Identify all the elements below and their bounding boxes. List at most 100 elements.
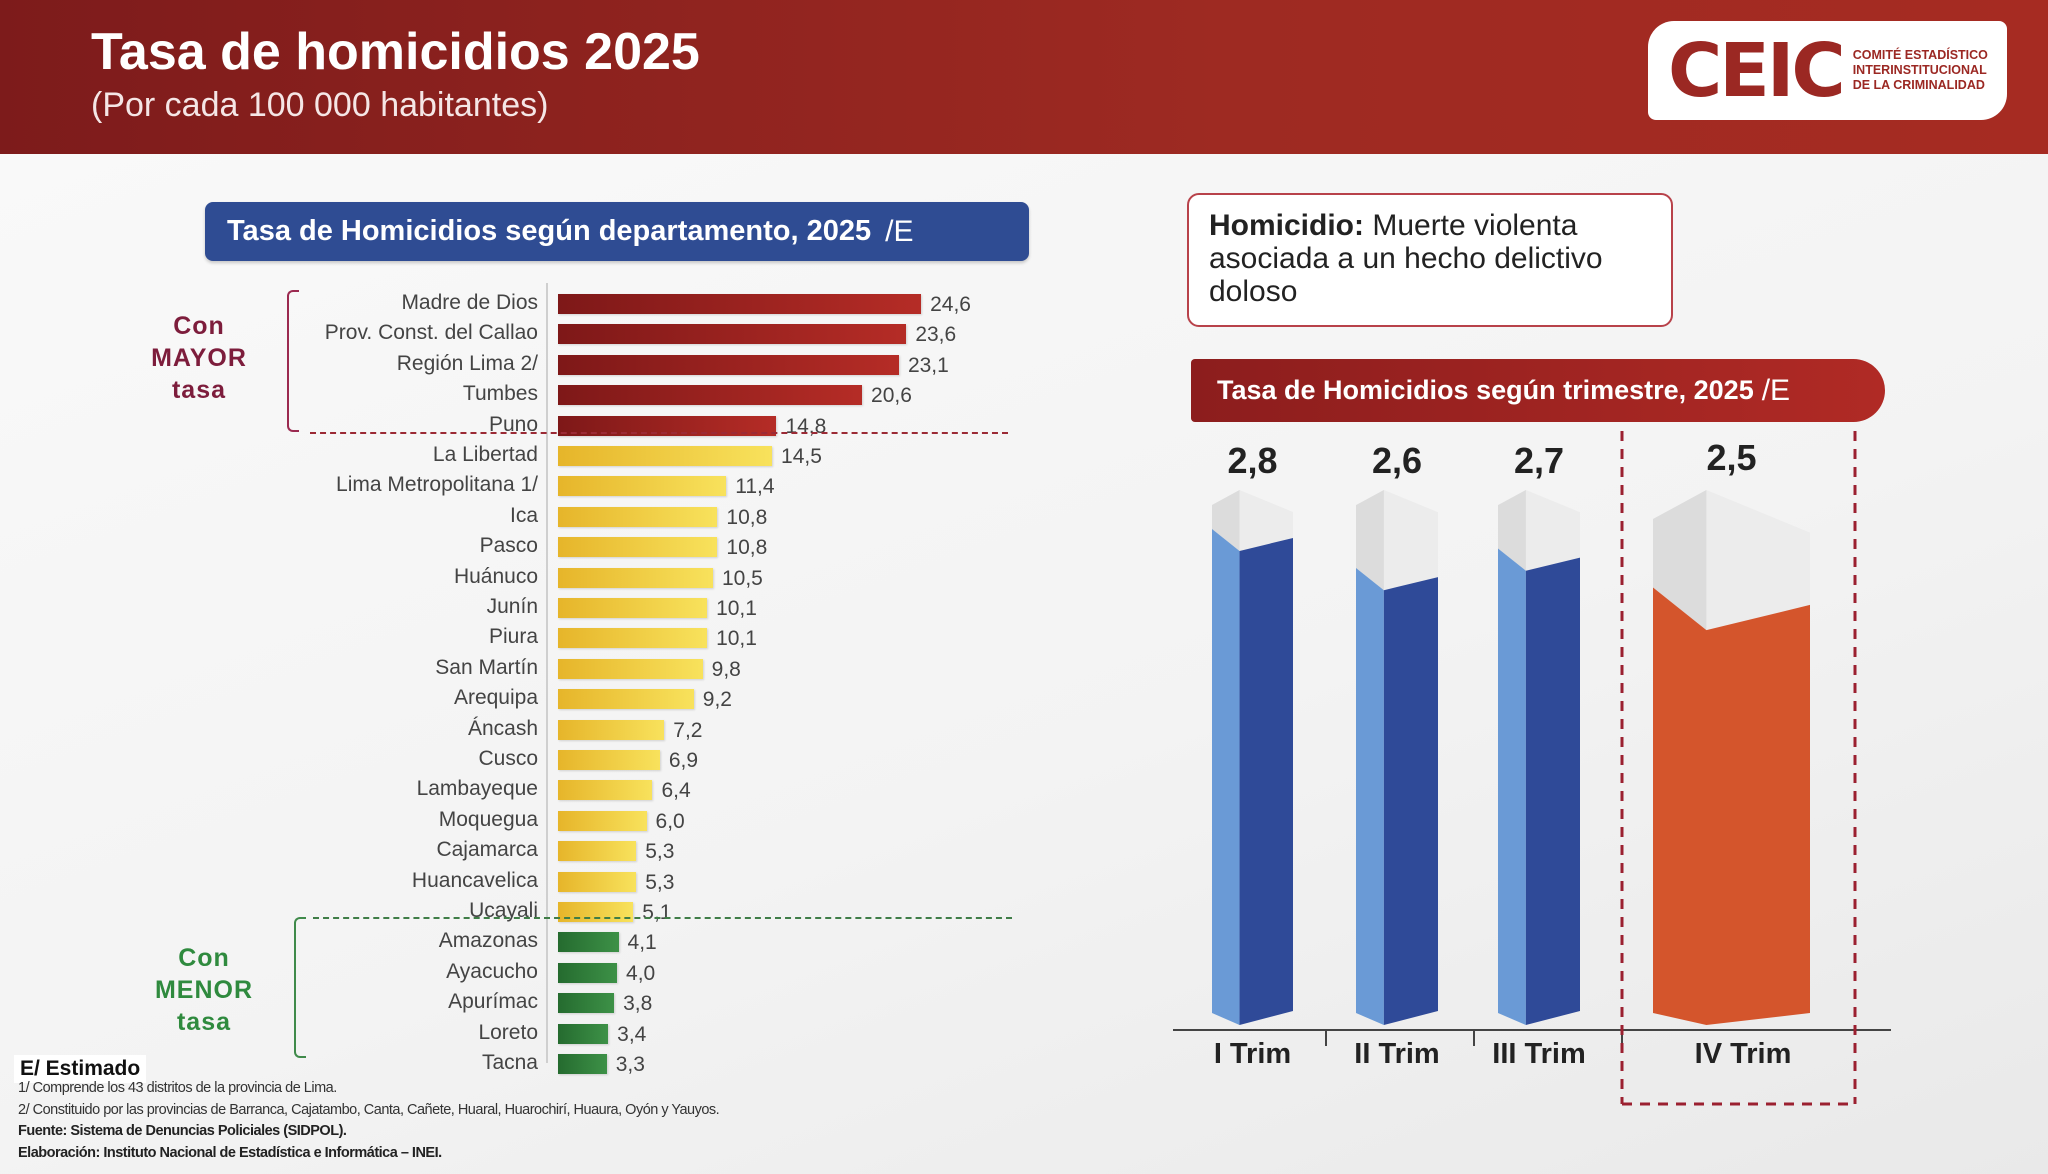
category-label: Huancavelica (411, 868, 538, 892)
category-label: Amazonas (438, 929, 538, 953)
bar-fill-dark-2 (1525, 557, 1580, 1025)
bar-ayacucho (558, 962, 618, 983)
bar-prov-const-del-callao (558, 324, 907, 345)
category-label: Huánuco (453, 564, 538, 588)
chart-title-text: Tasa de Homicidios según departamento, 2… (227, 215, 872, 247)
category-label: Loreto (478, 1020, 538, 1044)
value-label: 11,4 (735, 475, 775, 499)
bar-cajamarca (558, 841, 637, 862)
category-label: Tumbes (462, 382, 538, 406)
category-label: Tacna (481, 1051, 538, 1074)
high-group-label: Con MAYOR tasa (139, 310, 259, 406)
bar-piura (558, 628, 708, 649)
value-label: 7,2 (673, 718, 703, 742)
bar-tacna (558, 1054, 607, 1074)
footnote-2: 2/ Constituido por las provincias de Bar… (18, 1102, 720, 1118)
category-label: Áncash (467, 716, 538, 740)
category-label: Ica (509, 503, 538, 527)
definition-term: Homicidio: (1209, 209, 1364, 242)
value-label: 5,3 (645, 870, 675, 894)
category-label: Región Lima 2/ (396, 351, 538, 375)
quarter-value: 2,5 (1706, 437, 1757, 478)
estimate-suffix: /E (885, 214, 914, 248)
value-label: 23,6 (915, 323, 957, 347)
definition-box: Homicidio: Muerte violenta asociada a un… (1187, 193, 1673, 327)
bar-fill-light-0 (1212, 528, 1240, 1025)
category-axis-line (546, 283, 548, 1063)
bar-cap-side (1212, 489, 1240, 551)
value-label: 9,8 (711, 657, 741, 681)
category-label: Apurímac (448, 990, 538, 1014)
low-group-divider (313, 917, 1012, 919)
value-label: 10,8 (726, 505, 768, 529)
high-group-bracket (287, 290, 299, 432)
bar-ica (558, 506, 718, 527)
group-label-word: MENOR (154, 976, 254, 1004)
group-label-word: Con (178, 944, 230, 972)
quarter-chart-title: Tasa de Homicidios según trimestre, 2025… (1191, 359, 1885, 422)
category-label: Prov. Const. del Callao (324, 321, 538, 345)
elaboration-note: Elaboración: Instituto Nacional de Estad… (18, 1145, 442, 1161)
value-label: 23,1 (907, 353, 949, 377)
value-label: 3,8 (623, 992, 653, 1016)
bar-la-libertad (558, 446, 773, 466)
low-group-bracket (294, 917, 306, 1058)
estimate-suffix: /E (1761, 373, 1791, 407)
bar-arequipa (558, 689, 694, 710)
category-label: Ucayali (469, 899, 538, 922)
bar-pasco (558, 537, 718, 558)
value-label: 20,6 (871, 384, 912, 408)
value-label: 3,4 (617, 1022, 647, 1046)
value-label: 24,6 (930, 293, 971, 316)
category-label: Cusco (478, 747, 538, 770)
bar-regi-n-lima-2- (558, 354, 899, 375)
bar-fill-light-2 (1498, 548, 1526, 1025)
bar-moquegua (558, 810, 647, 831)
bar-san-mart-n (558, 658, 703, 679)
group-label-word: MAYOR (151, 344, 247, 372)
category-label: Cajamarca (436, 838, 538, 862)
value-label: 10,8 (726, 536, 768, 560)
category-label: Piura (488, 625, 538, 649)
bar-hu-nuco (558, 567, 713, 588)
chart-title-text: Tasa de Homicidios según trimestre, 2025 (1217, 375, 1754, 405)
quarter-category: I Trim (1213, 1038, 1292, 1070)
page-title: Tasa de homicidios 2025 (91, 23, 700, 81)
value-label: 5,3 (645, 840, 675, 864)
definition-text: Muerte violenta asociada a un hecho deli… (1209, 209, 1603, 308)
category-label: Lambayeque (416, 777, 538, 801)
category-label: Madre de Dios (401, 291, 538, 314)
quarter-category: II Trim (1354, 1038, 1440, 1070)
bar-fill-dark-0 (1239, 537, 1293, 1025)
category-label: Ayacucho (446, 959, 538, 983)
category-label: Arequipa (453, 686, 538, 710)
value-label: 3,3 (615, 1053, 645, 1076)
bar-apur-mac (558, 993, 615, 1014)
value-label: 10,5 (721, 566, 763, 590)
value-label: 14,5 (781, 445, 822, 468)
value-label: 10,1 (716, 597, 757, 620)
department-chart-title: Tasa de Homicidios según departamento, 2… (205, 202, 1029, 261)
logo-line: INTERINSTITUCIONAL (1852, 63, 1987, 77)
group-label-word: tasa (171, 376, 227, 404)
value-label: 4,0 (626, 961, 656, 985)
bar-fill-light-1 (1356, 567, 1384, 1025)
bar-cap-side (1653, 489, 1707, 631)
bar-puno (558, 415, 777, 436)
value-label: 6,0 (655, 809, 685, 833)
estimate-note: E/ Estimado (14, 1055, 147, 1083)
category-label: Pasco (479, 534, 538, 558)
bar-cusco (558, 750, 660, 770)
category-label: Junín (486, 595, 538, 618)
bar-lambayeque (558, 780, 653, 801)
logo-text: COMITÉ ESTADÍSTICO INTERINSTITUCIONAL DE… (1853, 48, 1988, 93)
bar-cap-side (1498, 489, 1526, 571)
bar-lima-metropolitana-1- (558, 476, 727, 497)
quarter-value: 2,6 (1371, 440, 1423, 481)
value-label: 14,8 (785, 414, 827, 438)
bar-jun-n (558, 598, 708, 618)
logo-line: DE LA CRIMINALIDAD (1852, 78, 1985, 92)
footnote-1: 1/ Comprende los 43 distritos de la prov… (18, 1080, 337, 1096)
bar-huancavelica (558, 871, 637, 892)
